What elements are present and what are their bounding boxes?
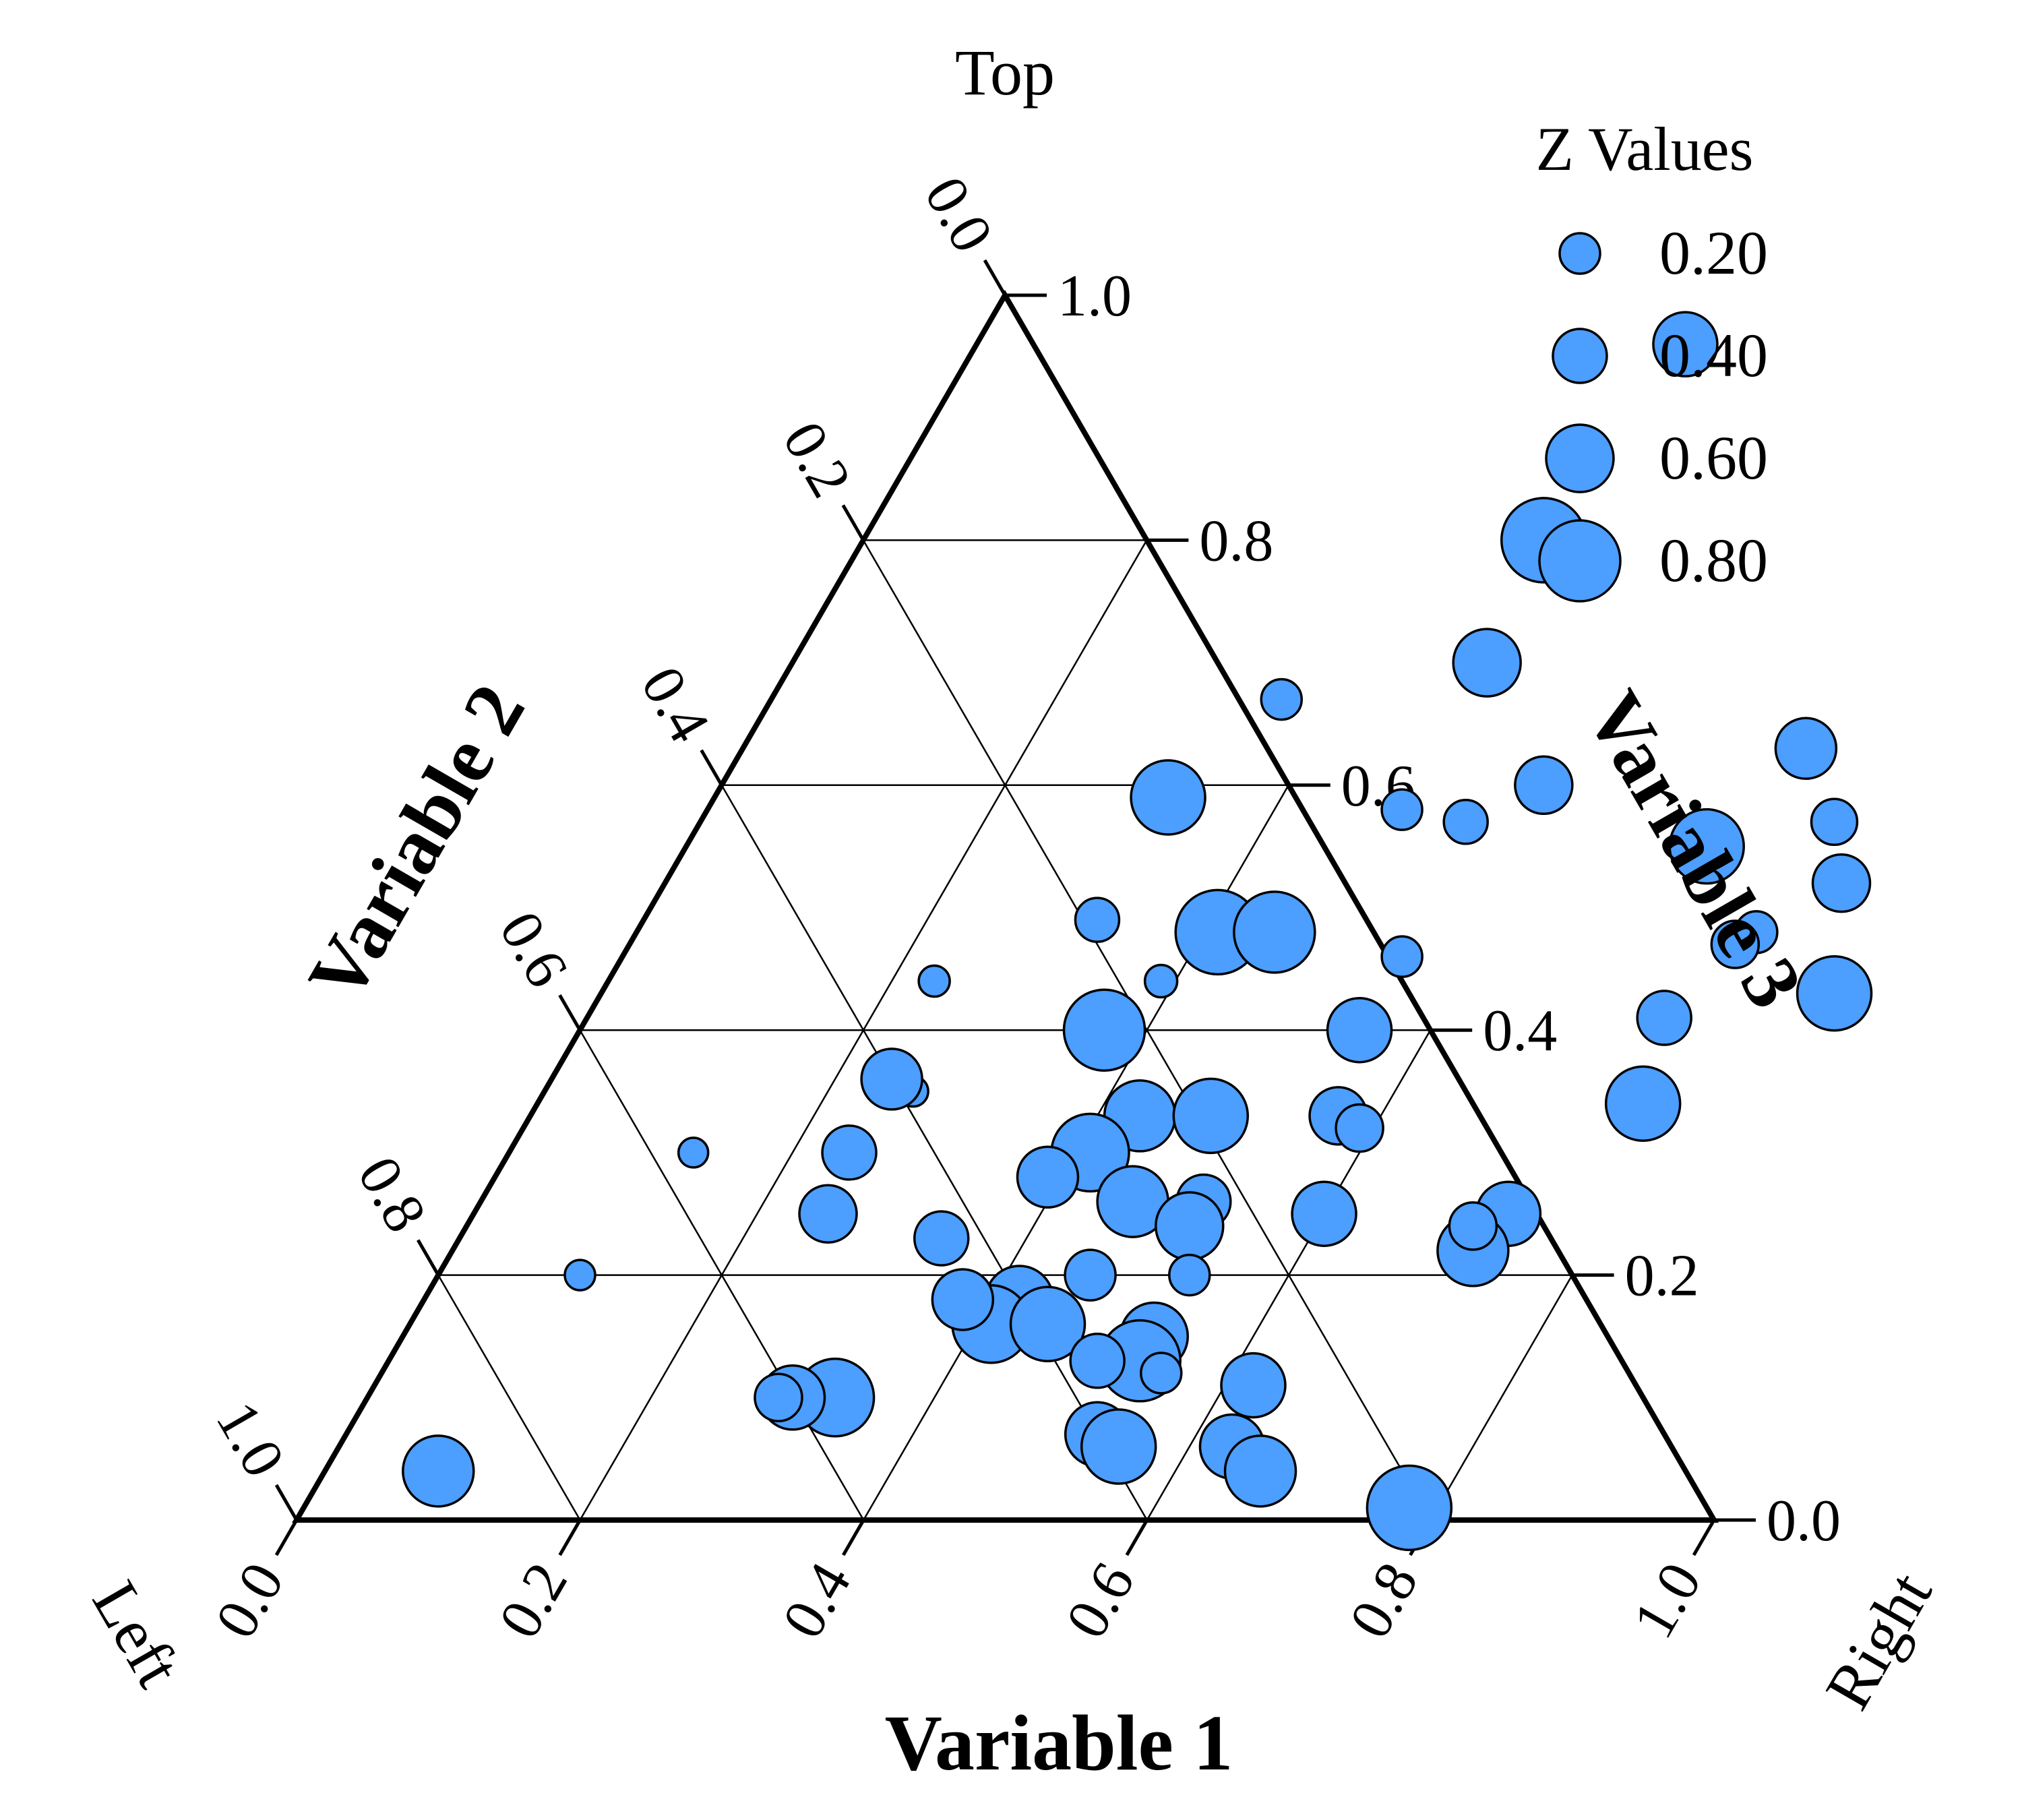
data-point — [1155, 1191, 1225, 1261]
data-point — [1710, 919, 1761, 969]
data-point — [917, 964, 951, 998]
corner-label-left: Left — [79, 1569, 195, 1699]
data-point — [1604, 1065, 1682, 1142]
grid-line-variable-2 — [579, 1029, 865, 1521]
grid-line-variable-1 — [1146, 1029, 1432, 1521]
tick-mark-variable-2 — [417, 1239, 440, 1276]
data-point — [1291, 1180, 1357, 1247]
grid-line-variable-2 — [721, 785, 1148, 1521]
tick-mark-variable-2 — [274, 1484, 299, 1521]
data-point — [1260, 677, 1303, 721]
tick-label-variable-3: 1.0 — [1058, 264, 1132, 329]
tick-label-variable-3: 0.4 — [1483, 998, 1557, 1064]
tick-label-variable-3: 0.2 — [1625, 1244, 1699, 1309]
data-point — [798, 1184, 858, 1244]
corner-label-right: Right — [1811, 1560, 1946, 1721]
tick-marks: 0.00.00.00.20.20.20.40.40.40.60.60.60.80… — [203, 166, 1841, 1649]
tick-label-variable-1: 0.4 — [770, 1552, 864, 1649]
data-point — [402, 1434, 475, 1508]
data-point — [931, 1268, 995, 1331]
data-point — [1796, 954, 1873, 1032]
data-point — [1448, 1201, 1498, 1251]
data-point — [1774, 717, 1838, 781]
tick-label-variable-1: 0.8 — [1337, 1552, 1431, 1649]
tick-mark-variable-2 — [558, 994, 582, 1031]
data-point — [1168, 1253, 1211, 1297]
tick-label-variable-3: 0.0 — [1767, 1488, 1841, 1554]
data-point — [1143, 963, 1179, 999]
legend-marker — [1545, 423, 1615, 493]
legend: Z Values 0.20 0.40 0.60 0.80 — [1536, 115, 1768, 603]
data-point — [1452, 628, 1522, 698]
axis-title-variable-1: Variable 1 — [885, 1699, 1233, 1787]
data-point — [1009, 1285, 1086, 1363]
data-point — [1220, 1352, 1287, 1419]
data-point — [1080, 1408, 1157, 1485]
tick-mark-variable-1 — [558, 1519, 582, 1556]
data-point — [1636, 990, 1692, 1046]
data-points — [402, 311, 1873, 1552]
tick-mark-variable-2 — [841, 504, 865, 541]
tick-mark-variable-1 — [274, 1519, 299, 1556]
data-point — [563, 1258, 596, 1292]
data-point — [1074, 897, 1121, 943]
data-point — [1652, 311, 1719, 377]
triangle-frame — [292, 290, 1719, 1523]
legend-entries: 0.20 0.40 0.60 0.80 — [1538, 218, 1768, 603]
grid-line-variable-2 — [437, 1274, 581, 1521]
data-point — [1223, 1434, 1297, 1508]
tick-label-variable-2: 1.0 — [203, 1391, 297, 1488]
data-point — [1069, 1333, 1126, 1389]
data-point — [754, 1372, 803, 1423]
data-point — [1442, 799, 1489, 845]
legend-marker — [1558, 232, 1601, 275]
tick-label-variable-2: 0.0 — [911, 166, 1005, 264]
legend-title: Z Values — [1536, 115, 1754, 183]
tick-label-variable-2: 0.2 — [770, 411, 863, 508]
tick-label-variable-1: 0.0 — [203, 1552, 297, 1649]
data-point — [1380, 935, 1424, 978]
data-point — [1130, 759, 1206, 836]
tick-mark-variable-2 — [700, 749, 723, 787]
data-point — [1811, 853, 1872, 913]
legend-label: 0.60 — [1659, 423, 1768, 492]
legend-marker — [1552, 328, 1608, 384]
tick-mark-variable-1 — [1125, 1519, 1149, 1556]
tick-label-variable-1: 0.2 — [487, 1552, 580, 1649]
grid-lines — [437, 539, 1573, 1521]
tick-label-variable-1: 0.6 — [1053, 1552, 1147, 1649]
data-point — [1062, 988, 1146, 1072]
tick-label-variable-3: 0.8 — [1199, 508, 1273, 574]
data-point — [821, 1124, 878, 1181]
data-point — [1514, 755, 1574, 816]
corner-label-top: Top — [955, 36, 1055, 109]
data-point — [1335, 1103, 1384, 1153]
data-point — [1064, 1248, 1117, 1302]
data-point — [1172, 1077, 1250, 1155]
data-point — [1366, 1464, 1453, 1552]
data-point — [860, 1048, 923, 1111]
data-point — [1380, 788, 1424, 831]
data-point — [1668, 808, 1745, 885]
data-point — [1810, 797, 1859, 847]
tick-mark-variable-1 — [842, 1519, 865, 1556]
tick-label-variable-2: 0.6 — [487, 901, 580, 998]
tick-label-variable-2: 0.4 — [628, 656, 722, 753]
data-point — [677, 1136, 710, 1169]
legend-marker — [1538, 519, 1622, 603]
legend-label: 0.20 — [1659, 218, 1768, 287]
data-point — [1326, 996, 1393, 1064]
tick-label-variable-2: 0.8 — [345, 1146, 439, 1243]
grid-line-variable-1 — [1430, 1274, 1573, 1521]
data-point — [1016, 1145, 1080, 1209]
legend-label: 0.40 — [1659, 321, 1768, 390]
data-point — [1140, 1352, 1183, 1395]
legend-label: 0.80 — [1659, 526, 1768, 595]
data-point — [1233, 890, 1316, 974]
tick-mark-variable-1 — [1692, 1519, 1716, 1556]
data-point — [913, 1210, 970, 1267]
tick-label-variable-1: 1.0 — [1620, 1552, 1714, 1649]
tick-mark-variable-2 — [983, 259, 1007, 297]
